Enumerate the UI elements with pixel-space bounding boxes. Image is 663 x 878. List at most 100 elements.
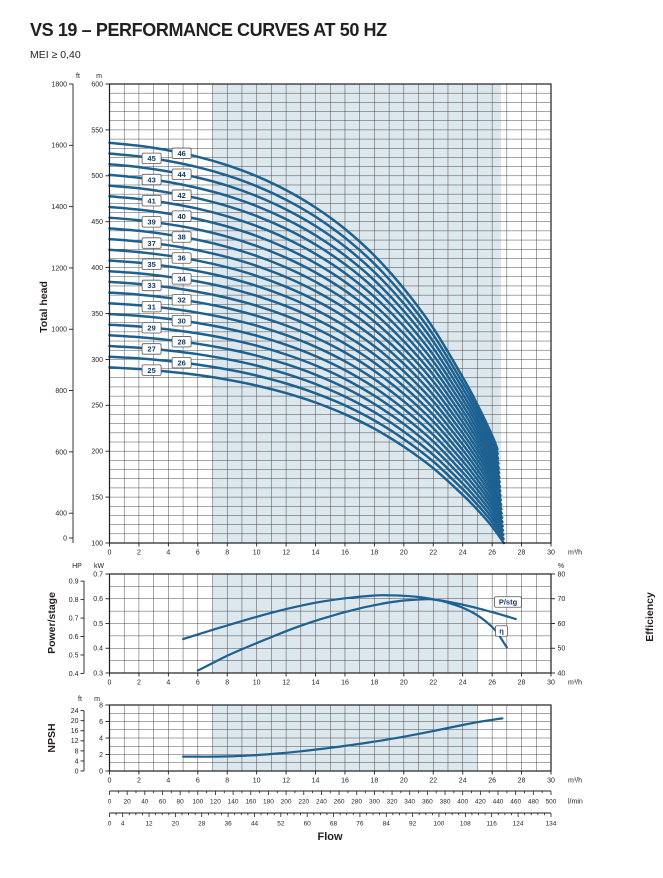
head-m-tick-label: 450	[91, 219, 103, 226]
gpm-tick-label: 100	[434, 821, 445, 828]
head-ft-tick-label: 0	[63, 535, 67, 542]
stage-label-37-box	[141, 237, 162, 249]
gpm-tick-label: 52	[277, 821, 285, 828]
head-m-tick-label: 550	[91, 127, 103, 134]
gpm-tick-label: 68	[330, 821, 338, 828]
stage-label-39-box	[141, 216, 162, 228]
lmin-tick-label: 460	[510, 799, 521, 806]
lmin-tick-label: 440	[493, 799, 504, 806]
head-m-tick-label: 300	[91, 357, 103, 364]
power-kw-unit: kW	[94, 563, 105, 570]
lmin-tick-label: 500	[546, 799, 557, 806]
head-m-tick-label: 600	[91, 81, 103, 88]
npsh-ft-tick-label: 8	[75, 748, 79, 755]
power-kw-tick-label: 0.3	[93, 670, 103, 677]
npsh-chart-x-tick-label: 4	[166, 778, 170, 785]
power-chart-x-tick-label: 6	[196, 680, 200, 687]
stage-label-33: 33	[147, 281, 155, 290]
power-chart: P/stg η 0.7 0.6 0.5 0.4 0.3 0.9 0.8 0.7 0.6 0.5 0.4 8…	[69, 563, 582, 687]
stage-label-45: 45	[147, 154, 155, 163]
power-chart-x-tick-label: 22	[429, 680, 437, 687]
lmin-tick-label: 40	[141, 799, 149, 806]
head-chart-x-tick-label: 4	[166, 550, 170, 557]
stage-label-39: 39	[147, 218, 155, 227]
head-chart-x-tick-label: 14	[312, 550, 320, 557]
lmin-tick-label: 260	[334, 799, 345, 806]
head-chart-x-tick-label: 16	[341, 550, 349, 557]
stage-label-31-box	[141, 300, 162, 313]
head-curve-43	[108, 173, 500, 465]
head-m-tick-label: 200	[91, 449, 103, 456]
stage-label-26: 26	[177, 358, 185, 367]
npsh-chart-x-tick-label: 16	[341, 778, 349, 785]
power-chart-x-tick-label: 4	[166, 680, 170, 687]
lmin-tick-label: 160	[245, 799, 256, 806]
lmin-tick-label: 140	[228, 799, 239, 806]
npsh-ft-tick-label: 16	[71, 728, 79, 735]
stage-label-25: 25	[147, 366, 155, 375]
stage-label-33-box	[141, 279, 162, 292]
head-ft-tick-label: 1200	[51, 265, 67, 272]
lmin-tick-label: 400	[457, 799, 468, 806]
eta-curve-label-box	[495, 625, 508, 637]
npsh-m-tick-label: 4	[99, 735, 103, 742]
stage-label-43-box	[141, 173, 162, 186]
power-hp-tick-label: 0.7	[69, 615, 79, 622]
gpm-tick-label: 124	[513, 821, 524, 828]
power-chart-x-tick-label: 12	[282, 680, 290, 687]
gpm-tick-label: 44	[251, 821, 259, 828]
efficiency-pct-unit: %	[558, 563, 564, 570]
lmin-tick-label: 240	[316, 799, 327, 806]
lmin-tick-label: 340	[404, 799, 415, 806]
power-hp-tick-label: 0.9	[69, 579, 79, 586]
head-chart-x-tick-label: 8	[225, 550, 229, 557]
stage-label-36: 36	[177, 254, 185, 263]
power-chart-x-tick-label: 20	[400, 680, 408, 687]
lmin-tick-label: 60	[159, 799, 167, 806]
power-chart-x-tick-label: 2	[137, 680, 141, 687]
head-curve-33	[108, 280, 503, 511]
npsh-ft-tick-label: 12	[71, 738, 79, 745]
lmin-tick-label: 100	[192, 799, 203, 806]
stage-label-46: 46	[177, 149, 185, 158]
efficiency-pct-tick-label: 40	[558, 670, 566, 677]
stage-label-42: 42	[177, 191, 185, 200]
head-chart-x-tick-label: 30	[547, 550, 555, 557]
npsh-ft-tick-label: 0	[75, 768, 79, 775]
stage-label-35: 35	[147, 260, 155, 269]
npsh-ft-tick-label: 24	[71, 708, 79, 715]
lmin-tick-label: 300	[369, 799, 380, 806]
head-chart-x-tick-label: 28	[518, 550, 526, 557]
power-chart-x-tick-label: 0	[108, 680, 112, 687]
stage-label-27-box	[141, 343, 162, 355]
page-title: VS 19 – PERFORMANCE CURVES AT 50 HZ	[30, 20, 387, 40]
stage-label-42-box	[171, 189, 192, 201]
flow-rulers: 0 20 40 60 80 100 120 140 160 180 200 220 240 260 280 3…	[108, 790, 583, 828]
lmin-tick-label: 480	[528, 799, 539, 806]
power-kw-tick-label: 0.7	[93, 571, 103, 578]
npsh-ft-tick-label: 4	[75, 758, 79, 765]
npsh-chart-x-tick-label: 2	[137, 778, 141, 785]
head-ft-tick-label: 1800	[51, 81, 67, 88]
lmin-tick-label: 120	[210, 799, 221, 806]
head-chart-x-tick-label: 6	[196, 550, 200, 557]
head-chart-x-tick-label: 18	[371, 550, 379, 557]
npsh-chart-x-tick-label: 28	[518, 778, 526, 785]
power-kw-tick-label: 0.6	[93, 596, 103, 603]
head-ft-tick-label: 1000	[51, 327, 67, 334]
head-curve-37	[108, 237, 502, 493]
power-chart-x-tick-label: 24	[459, 680, 467, 687]
head-m-tick-label: 100	[91, 540, 103, 547]
power-kw-tick-label: 0.5	[93, 621, 103, 628]
head-chart-x-tick-label: 22	[429, 550, 437, 557]
head-m-unit: m	[96, 73, 102, 80]
power-chart-x-tick-label: 30	[547, 680, 555, 687]
head-chart-x-tick-label: 12	[282, 550, 290, 557]
lmin-tick-label: 20	[124, 799, 132, 806]
head-chart-x-tick-label: 0	[108, 550, 112, 557]
npsh-ft-tick-label: 20	[71, 718, 79, 725]
power-chart-x-tick-label: 8	[225, 680, 229, 687]
lmin-tick-label: 420	[475, 799, 486, 806]
gpm-tick-label: 108	[460, 821, 471, 828]
